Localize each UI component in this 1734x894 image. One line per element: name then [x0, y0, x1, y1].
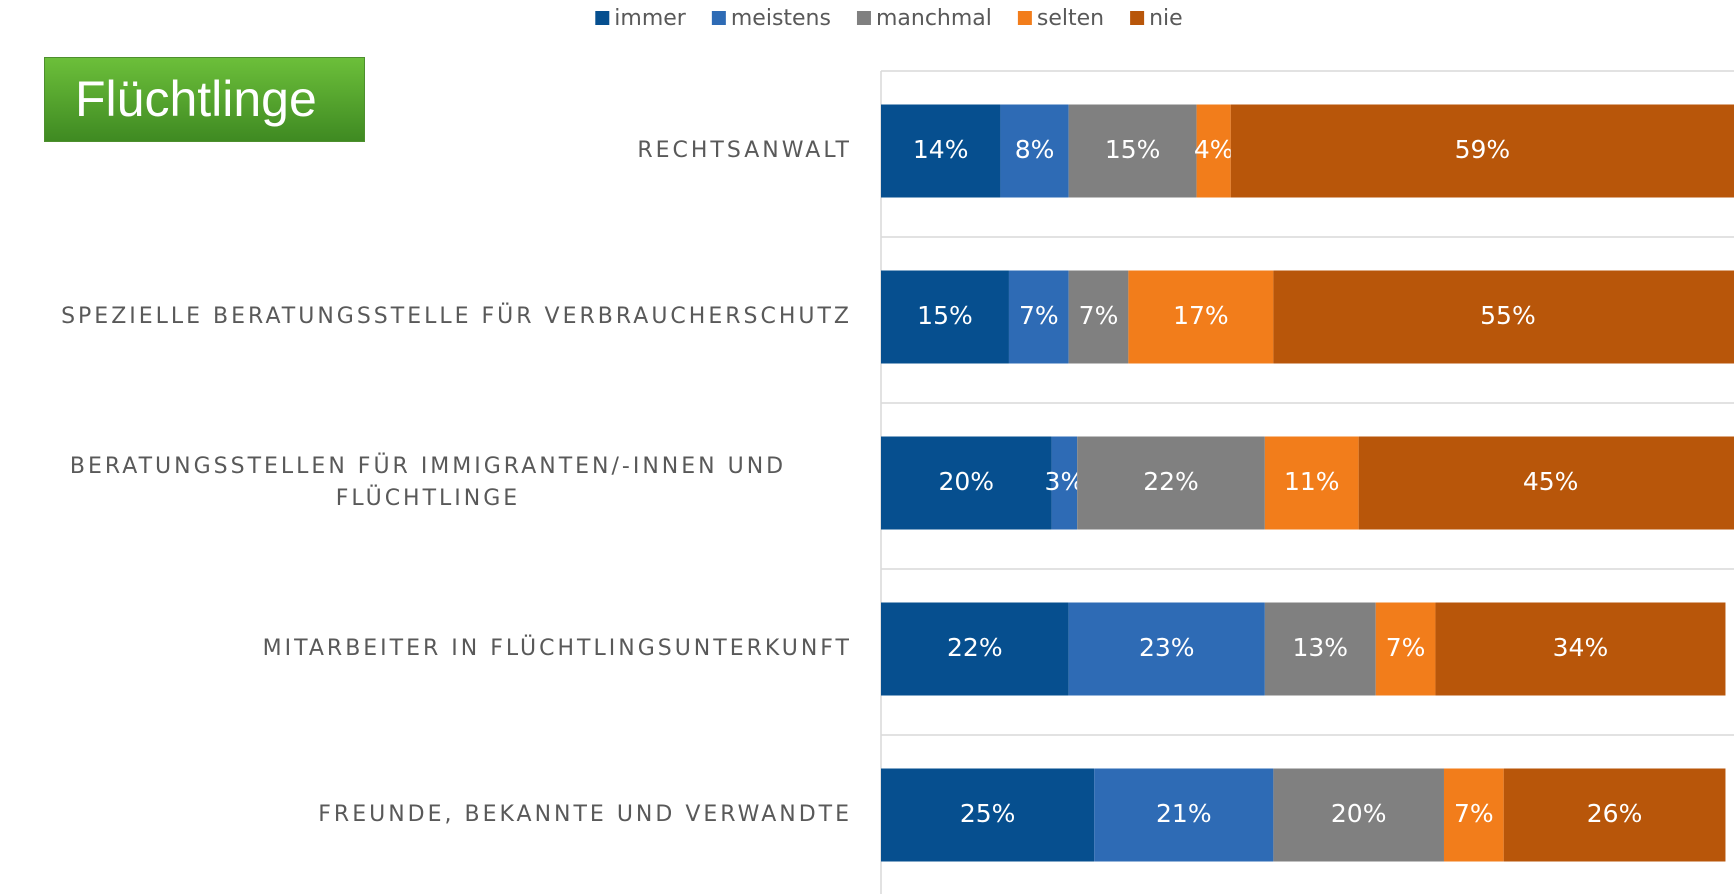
data-label: 20%	[939, 467, 995, 496]
legend-label: selten	[1037, 6, 1104, 31]
bar-segment	[1051, 436, 1078, 530]
bar-segment	[1435, 602, 1726, 696]
bar-segment	[1273, 768, 1444, 862]
data-label: 7%	[1019, 301, 1059, 330]
data-label: 11%	[1284, 467, 1340, 496]
legend-label: manchmal	[876, 6, 992, 31]
category-label: FREUNDE, BEKANNTE UND VERWANDTE	[318, 802, 852, 827]
data-label: 13%	[1293, 633, 1349, 662]
bar-segment	[1000, 104, 1069, 198]
data-label: 45%	[1523, 467, 1579, 496]
category-label: BERATUNGSSTELLEN FÜR IMMIGRANTEN/-INNEN …	[69, 454, 787, 511]
data-label: 23%	[1139, 633, 1195, 662]
bar-segment	[1094, 768, 1274, 862]
bar-segment	[881, 602, 1069, 696]
legend-swatch	[1130, 11, 1145, 25]
bar-segment	[1264, 436, 1359, 530]
bar-segment	[1008, 270, 1069, 364]
bar-segment	[1264, 602, 1376, 696]
chart-title: Flüchtlinge	[44, 57, 365, 142]
data-label: 14%	[913, 135, 969, 164]
legend-label: immer	[614, 6, 687, 31]
bar-segment	[1375, 602, 1436, 696]
bar-segment	[1358, 436, 1734, 530]
legend-swatch	[595, 11, 610, 25]
legend-label: nie	[1149, 6, 1183, 31]
data-label: 8%	[1015, 135, 1055, 164]
data-label: 26%	[1587, 799, 1643, 828]
data-label: 25%	[960, 799, 1016, 828]
data-label: 4%	[1194, 135, 1234, 164]
legend-swatch	[711, 11, 726, 25]
bar-segment	[881, 104, 1001, 198]
data-label: 55%	[1480, 301, 1536, 330]
data-label: 21%	[1156, 799, 1212, 828]
legend-swatch	[1017, 11, 1032, 25]
bar-segment	[1273, 270, 1734, 364]
data-label: 15%	[917, 301, 973, 330]
bar-segment	[1443, 768, 1504, 862]
category-label: MITARBEITER IN FLÜCHTLINGSUNTERKUNFT	[262, 636, 852, 661]
bar-segment	[1068, 602, 1265, 696]
data-label: 7%	[1454, 799, 1494, 828]
bar-segment	[1068, 270, 1129, 364]
data-label: 17%	[1173, 301, 1229, 330]
data-label: 15%	[1105, 135, 1161, 164]
bar-segment	[881, 270, 1009, 364]
data-label: 22%	[947, 633, 1003, 662]
data-label: 20%	[1331, 799, 1387, 828]
legend-swatch	[856, 11, 871, 25]
bar-segment	[1068, 104, 1197, 198]
category-label: RECHTSANWALT	[637, 138, 852, 163]
category-label: SPEZIELLE BERATUNGSSTELLE FÜR VERBRAUCHE…	[61, 304, 852, 329]
bar-segment	[1077, 436, 1265, 530]
bar-segment	[1196, 104, 1231, 198]
legend-label: meistens	[731, 6, 831, 31]
data-label: 34%	[1553, 633, 1609, 662]
bar-segment	[881, 436, 1052, 530]
data-label: 7%	[1386, 633, 1426, 662]
bar-segment	[1230, 104, 1734, 198]
data-label: 22%	[1143, 467, 1199, 496]
data-label: 59%	[1455, 135, 1511, 164]
bar-segment	[1503, 768, 1726, 862]
data-label: 7%	[1079, 301, 1119, 330]
bar-segment	[881, 768, 1095, 862]
bar-segment	[1128, 270, 1274, 364]
